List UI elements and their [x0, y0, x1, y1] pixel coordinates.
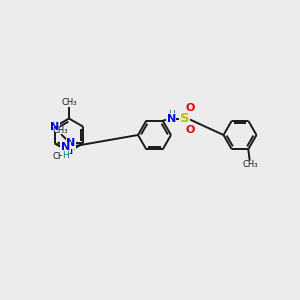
Text: CH₃: CH₃: [61, 98, 77, 107]
Text: O: O: [185, 125, 195, 135]
Text: H: H: [168, 110, 175, 118]
Text: O: O: [185, 103, 195, 112]
Text: N: N: [50, 122, 59, 132]
Text: N: N: [167, 114, 176, 124]
Text: N: N: [64, 146, 74, 157]
Text: S: S: [180, 112, 190, 125]
Text: N: N: [61, 142, 70, 152]
Text: CH₃: CH₃: [242, 160, 257, 169]
Text: H: H: [62, 151, 69, 160]
Text: CH₃: CH₃: [52, 126, 68, 135]
Text: N: N: [66, 138, 75, 148]
Text: CH₃: CH₃: [52, 152, 68, 161]
